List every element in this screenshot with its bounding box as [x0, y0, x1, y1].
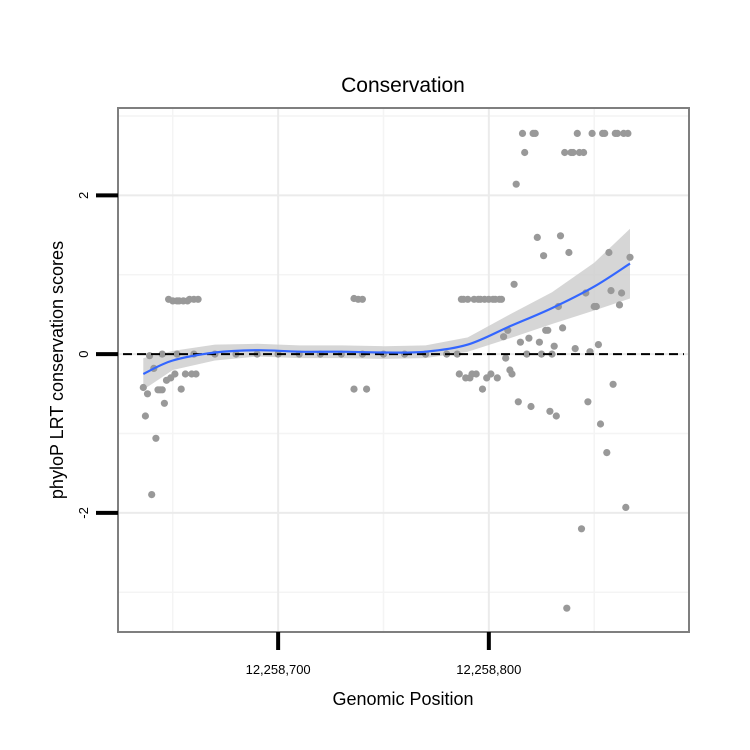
y-axis: -2 0 2 [76, 192, 118, 519]
data-point [603, 449, 611, 457]
data-point [584, 398, 592, 406]
data-point [533, 233, 541, 241]
panel-background [118, 108, 689, 632]
data-point [521, 148, 529, 157]
data-point [592, 302, 600, 311]
data-point [464, 295, 472, 303]
data-point [596, 420, 605, 428]
data-point [510, 280, 518, 288]
data-point [594, 341, 603, 349]
data-point [194, 295, 202, 303]
y-axis-label: phyloP LRT conservation scores [47, 241, 67, 499]
data-point [573, 129, 581, 137]
data-point [577, 525, 586, 533]
data-point [552, 412, 560, 420]
data-point [143, 390, 152, 398]
data-point [550, 342, 558, 350]
data-point [363, 385, 371, 393]
data-point [358, 295, 366, 303]
data-point [497, 295, 506, 303]
data-point [613, 129, 622, 137]
data-point [527, 402, 535, 411]
x-axis: 12,258,700 12,258,800 [246, 632, 521, 677]
data-point [607, 287, 615, 295]
data-point [525, 334, 533, 342]
data-point [523, 350, 531, 358]
data-point [605, 248, 613, 257]
data-point [615, 301, 624, 309]
data-point [487, 370, 495, 378]
data-point [559, 324, 567, 332]
data-point [535, 338, 544, 346]
x-tick-label: 12,258,700 [246, 662, 311, 677]
data-point [152, 434, 160, 442]
data-point [622, 503, 630, 511]
data-points [139, 129, 634, 612]
data-point [141, 412, 149, 420]
data-point [455, 370, 463, 378]
data-point [569, 148, 577, 157]
data-point [544, 326, 552, 334]
data-point [502, 354, 510, 362]
data-point [472, 370, 480, 378]
data-point [556, 232, 565, 240]
data-point [148, 491, 156, 499]
data-point [563, 604, 571, 612]
data-point [478, 385, 487, 393]
data-point [546, 407, 554, 415]
data-point [177, 385, 185, 393]
x-axis-label: Genomic Position [332, 689, 473, 709]
data-point [160, 399, 168, 407]
data-point [171, 370, 179, 378]
data-point [173, 350, 181, 358]
data-point [158, 350, 166, 358]
data-point [609, 380, 617, 388]
data-point [158, 386, 166, 394]
data-point [181, 370, 189, 378]
data-point [512, 180, 520, 188]
data-point [518, 129, 527, 137]
data-point [500, 333, 508, 341]
data-point [493, 374, 501, 382]
data-point [565, 248, 573, 257]
data-point [531, 129, 539, 137]
data-point [508, 370, 516, 378]
data-point [626, 253, 634, 261]
data-point [561, 148, 569, 157]
data-point [624, 129, 632, 137]
smooth-trend-line [142, 262, 631, 375]
data-point [192, 370, 200, 378]
data-point [516, 338, 525, 346]
y-tick-label: 2 [76, 192, 91, 199]
chart-title: Conservation [341, 74, 465, 97]
data-point [618, 289, 626, 297]
y-tick-label: 0 [76, 351, 91, 358]
data-point [350, 385, 358, 393]
data-point [580, 148, 588, 157]
panel-border [117, 107, 690, 633]
data-point [514, 398, 522, 406]
data-point [540, 252, 548, 260]
y-tick-label: -2 [76, 507, 91, 519]
data-point [601, 129, 609, 137]
data-point [588, 129, 596, 137]
data-point [537, 350, 546, 358]
x-tick-label: 12,258,800 [456, 662, 521, 677]
panel [117, 107, 690, 633]
data-point [453, 350, 461, 358]
data-point [571, 345, 579, 353]
data-point [139, 383, 147, 392]
